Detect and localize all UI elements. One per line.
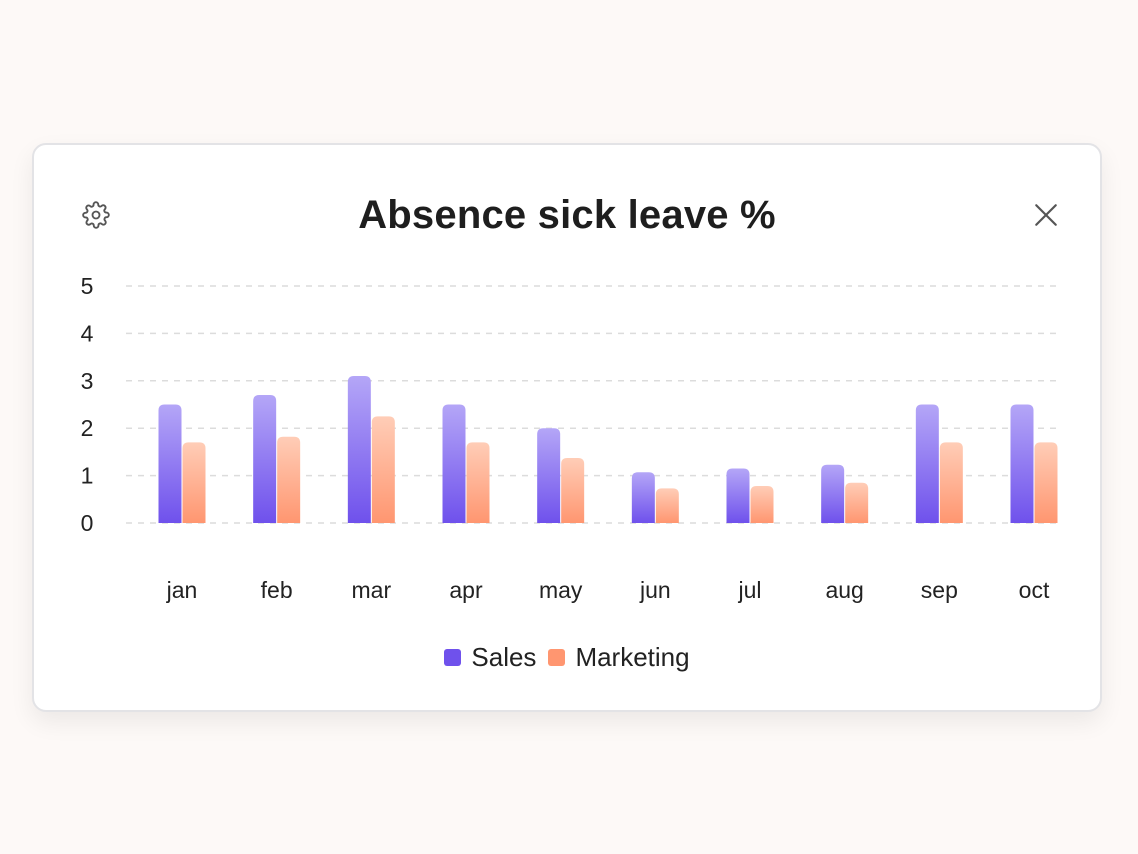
y-tick-label: 4 xyxy=(81,320,94,346)
x-tick-label: oct xyxy=(1019,577,1050,603)
x-tick-label: jun xyxy=(639,577,671,603)
y-tick-label: 5 xyxy=(81,273,94,299)
bar-sales-aug[interactable] xyxy=(821,464,845,523)
bar-sales-jun[interactable] xyxy=(631,472,655,523)
x-tick-label: may xyxy=(539,577,583,603)
bar-marketing-sep[interactable] xyxy=(939,442,963,523)
legend: Sales Marketing xyxy=(34,642,1100,673)
x-tick-label: aug xyxy=(825,577,863,603)
y-axis-ticks: 0 1 2 3 4 5 xyxy=(81,273,94,536)
bar-marketing-oct[interactable] xyxy=(1034,442,1058,523)
y-tick-label: 2 xyxy=(81,415,94,441)
bar-sales-may[interactable] xyxy=(537,428,561,523)
bars xyxy=(158,376,1058,524)
close-icon xyxy=(1035,204,1057,226)
close-button[interactable] xyxy=(1028,197,1064,233)
bar-marketing-feb[interactable] xyxy=(277,436,301,523)
bar-sales-apr[interactable] xyxy=(442,404,466,524)
bar-sales-oct[interactable] xyxy=(1010,404,1034,524)
legend-swatch xyxy=(548,649,566,666)
bar-sales-jul[interactable] xyxy=(726,468,750,523)
bar-chart: 0 1 2 3 4 5 jan feb mar apr may jun jul aug sep oct xyxy=(81,273,1060,603)
y-tick-label: 0 xyxy=(81,510,94,536)
x-tick-label: feb xyxy=(261,577,293,603)
settings-button[interactable] xyxy=(78,197,114,233)
bar-marketing-jul[interactable] xyxy=(750,486,774,523)
legend-label: Marketing xyxy=(575,642,690,672)
legend-label: Sales xyxy=(471,642,537,672)
x-tick-label: mar xyxy=(352,577,392,603)
legend-swatch xyxy=(444,649,462,666)
x-tick-label: jan xyxy=(166,577,198,603)
bar-marketing-may[interactable] xyxy=(561,458,585,523)
bar-sales-jan[interactable] xyxy=(158,404,182,524)
gear-icon xyxy=(82,201,110,229)
bar-marketing-jun[interactable] xyxy=(655,488,679,523)
x-axis-ticks: jan feb mar apr may jun jul aug sep oct xyxy=(166,577,1050,603)
bar-sales-mar[interactable] xyxy=(347,376,371,523)
x-tick-label: jul xyxy=(737,577,761,603)
x-tick-label: apr xyxy=(449,577,483,603)
legend-item-marketing[interactable]: Marketing xyxy=(548,642,690,673)
bar-marketing-apr[interactable] xyxy=(466,442,490,523)
y-tick-label: 1 xyxy=(81,463,94,489)
chart-card: Absence sick leave % 0 1 2 3 4 5 jan feb mar apr… xyxy=(32,143,1102,712)
bar-marketing-jan[interactable] xyxy=(182,442,206,523)
y-tick-label: 3 xyxy=(81,368,94,394)
bar-marketing-aug[interactable] xyxy=(845,482,869,523)
bar-sales-feb[interactable] xyxy=(253,395,277,523)
bar-marketing-mar[interactable] xyxy=(371,416,395,523)
bar-sales-sep[interactable] xyxy=(915,404,939,524)
chart-title: Absence sick leave % xyxy=(358,193,776,237)
legend-item-sales[interactable]: Sales xyxy=(444,642,536,673)
x-tick-label: sep xyxy=(921,577,958,603)
